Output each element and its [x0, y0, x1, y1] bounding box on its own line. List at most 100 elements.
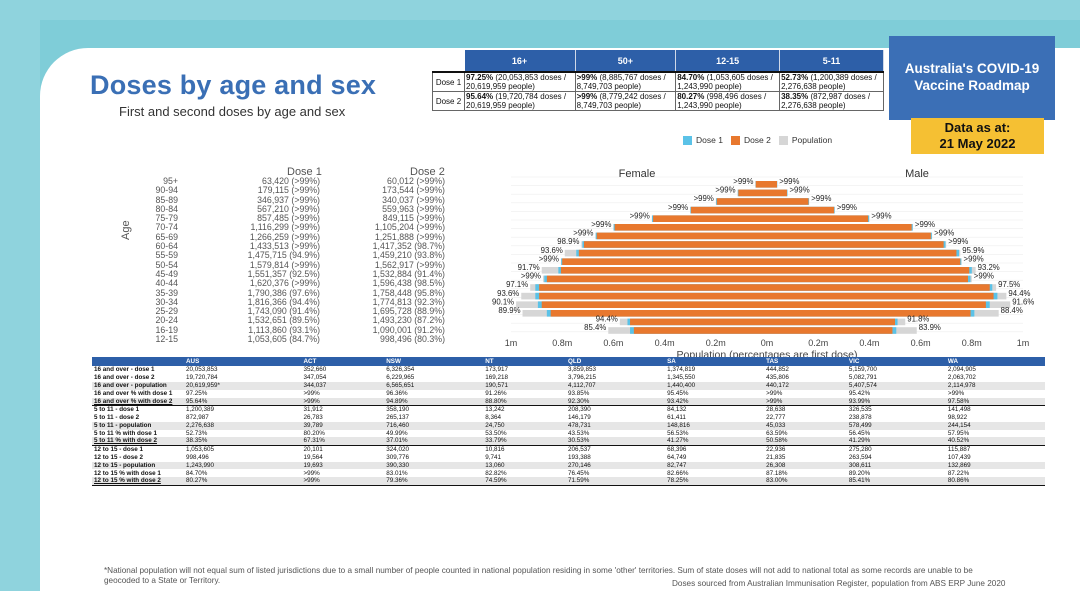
summary-header: 5-11: [779, 50, 884, 72]
jurisdiction-row-label: 5 to 11 - dose 2: [94, 413, 140, 421]
jurisdiction-cell: 56.53%: [667, 429, 689, 437]
dose1-column-header: Dose 1: [287, 166, 322, 178]
jurisdiction-cell: >99%: [766, 389, 783, 397]
jurisdiction-cell: 270,146: [566, 461, 666, 470]
summary-row-label: Dose 1: [432, 71, 465, 92]
jurisdiction-row: 5 to 11 - population 2,276,638 39,789 716,4…: [92, 421, 1045, 430]
jurisdiction-cell: 3,859,853: [568, 366, 597, 374]
female-d2-bar: [630, 318, 767, 326]
jurisdiction-cell: 478,731: [566, 421, 666, 430]
age-group-label: 35-39: [155, 287, 179, 298]
jurisdiction-cell: 238,878: [848, 413, 872, 421]
jurisdiction-row: 16 and over - dose 2 19,720,784 347,054 6,2…: [92, 374, 1045, 382]
dose1-value: 1,433,513 (>99%): [249, 241, 320, 252]
summary-cell: 52.73% (1,200,389 doses / 2,276,638 peop…: [779, 71, 884, 92]
x-tick-label: 0.2m: [706, 338, 726, 348]
jurisdiction-row: 12 to 15 - dose 1 1,053,605 20,101 324,020 1…: [92, 445, 1045, 454]
jurisdiction-cell: >99%: [947, 389, 965, 397]
summary-cell-detail: (8,885,767 doses / 8,749,703 people): [576, 73, 666, 91]
jurisdiction-cell: 1,345,550: [667, 374, 696, 382]
jurisdiction-cell: >99%: [303, 389, 320, 397]
legend-label: Population: [791, 135, 833, 145]
jurisdiction-cell: 50.58%: [764, 437, 847, 446]
dose1-value: 1,266,259 (>99%): [249, 231, 320, 242]
legend-item: Dose 2: [730, 135, 771, 145]
jurisdiction-cell: 21,835: [766, 453, 786, 461]
data-date-line1: Data as at:: [944, 120, 1011, 135]
jurisdiction-cell: >99%: [764, 397, 847, 406]
age-group-label: 95+: [163, 176, 178, 186]
female-pct-label: 93.6%: [497, 289, 519, 298]
age-group-label: 75-79: [155, 213, 179, 224]
jurisdiction-header: QLD: [566, 357, 666, 366]
roadmap-badge-line1: Australia's COVID-19: [904, 61, 1040, 76]
summary-row-label: Dose 2: [432, 91, 465, 111]
jurisdiction-cell: 87.18%: [766, 469, 788, 477]
jurisdiction-row-label: 16 and over % with dose 2: [92, 397, 184, 406]
jurisdiction-cell: 2,114,978: [945, 381, 1045, 390]
male-pct-label: 95.9%: [962, 246, 984, 255]
jurisdiction-cell: 61,411: [667, 413, 686, 421]
male-d2-bar: [767, 241, 944, 248]
jurisdiction-cell: 20,053,853: [186, 366, 218, 374]
jurisdiction-row: 12 to 15 - dose 2 998,496 19,564 309,776 9,7…: [92, 454, 1045, 462]
age-group-label: 25-29: [155, 306, 179, 317]
jurisdiction-row: 5 to 11 % with dose 1 52.73% 80.20% 49.99% 5…: [92, 430, 1045, 438]
female-d2-bar: [583, 241, 767, 248]
jurisdiction-cell: 96.36%: [386, 389, 408, 397]
jurisdiction-cell: 244,154: [945, 421, 1045, 430]
summary-header-row: 16+ 50+ 12-15 5-11: [432, 50, 884, 72]
dose1-value: 1,620,376 (>99%): [249, 278, 320, 289]
dose2-value: 1,596,438 (98.5%): [372, 278, 445, 289]
side-strip: [0, 20, 40, 591]
female-pct-label: >99%: [668, 203, 688, 212]
male-pct-label: 83.9%: [919, 323, 941, 332]
jurisdiction-corner: [92, 357, 184, 366]
jurisdiction-cell: 6,229,965: [386, 374, 415, 382]
jurisdiction-header: ACT: [301, 357, 385, 366]
dose2-value: 1,090,001 (91.2%): [372, 324, 445, 335]
summary-cell: 95.64% (19,720,784 doses / 20,619,959 pe…: [464, 91, 576, 111]
age-group-label: 20-24: [155, 315, 179, 326]
jurisdiction-header: WA: [945, 357, 1045, 366]
jurisdiction-row: 5 to 11 - dose 1 1,200,389 31,912 358,190 13…: [92, 405, 1045, 414]
jurisdiction-cell: 716,460: [384, 421, 484, 430]
jurisdiction-cell: 52.73%: [186, 429, 208, 437]
jurisdiction-cell: 39,789: [301, 421, 385, 430]
male-d2-bar: [767, 310, 971, 317]
population-pyramid-chart: Female Male>99% >99%>99% >99%>99% >99%>99% >9…: [492, 168, 1034, 357]
jurisdiction-cell: 92.30%: [566, 397, 666, 406]
jurisdiction-cell: 309,776: [386, 453, 409, 461]
jurisdiction-cell: 71.59%: [566, 477, 666, 486]
jurisdiction-cell: 82.82%: [485, 469, 507, 477]
jurisdiction-cell: 9,741: [485, 453, 502, 461]
age-list: 95+ 90-94 85-89 80-84 75-79 70-74 65-69 60-64 55…: [130, 176, 179, 344]
jurisdiction-cell: 4,112,707: [566, 381, 666, 390]
male-d2-bar: [767, 232, 931, 240]
summary-cell: 97.25% (20,053,853 doses / 20,619,959 pe…: [464, 71, 576, 92]
jurisdiction-cell: 33.79%: [483, 437, 567, 446]
jurisdiction-cell: 208,390: [566, 405, 666, 414]
jurisdiction-cell: 97.58%: [945, 397, 1045, 406]
female-pct-label: 90.1%: [492, 297, 514, 306]
age-group-label: 50-54: [155, 259, 179, 270]
jurisdiction-cell: 37.01%: [384, 437, 484, 446]
male-pct-label: >99%: [871, 211, 891, 220]
female-d2-bar: [562, 258, 767, 265]
jurisdiction-cell: 1,374,819: [667, 366, 696, 374]
jurisdiction-row-label: 12 to 15 % with dose 1: [94, 469, 161, 477]
jurisdiction-row: 12 to 15 % with dose 2 80.27% >99% 79.36% 74…: [92, 477, 1045, 486]
slide-card: [40, 48, 1080, 591]
male-pct-label: >99%: [789, 186, 809, 195]
jurisdiction-row: 12 to 15 - population 1,243,990 19,693 390,…: [92, 461, 1045, 470]
jurisdiction-row-label: 16 and over % with dose 1: [94, 389, 173, 397]
jurisdiction-row: 5 to 11 - dose 2 872,987 26,783 265,137 8,36…: [92, 414, 1045, 422]
male-d2-bar: [767, 249, 957, 257]
summary-cell-detail: (19,720,784 doses / 20,619,959 people): [466, 92, 567, 110]
female-pct-label: >99%: [591, 220, 611, 229]
dose2-value: 1,459,210 (93.8%): [372, 250, 445, 261]
dose2-value: 1,695,728 (88.9%): [372, 306, 445, 317]
male-d2-bar: [767, 258, 961, 265]
jurisdiction-cell: 85.41%: [846, 477, 946, 486]
jurisdiction-cell: 146,179: [568, 413, 591, 421]
